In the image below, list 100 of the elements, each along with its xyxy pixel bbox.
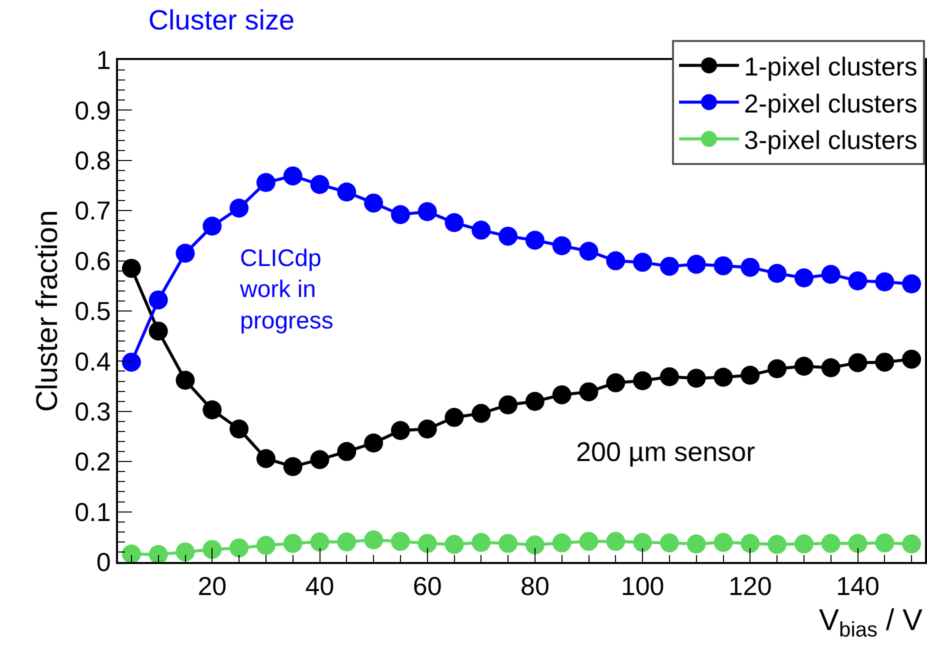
point <box>283 457 302 476</box>
point <box>606 251 626 270</box>
legend-label: 3-pixel clusters <box>744 125 918 156</box>
point <box>202 400 222 420</box>
point <box>310 450 330 470</box>
point <box>794 268 814 288</box>
point <box>337 442 356 462</box>
point <box>552 236 572 256</box>
point <box>444 213 464 232</box>
point <box>230 419 249 438</box>
x-tick-label: 120 <box>728 571 772 602</box>
y-tick-label: 0.6 <box>74 246 111 276</box>
point <box>122 258 141 278</box>
x-tick-label: 100 <box>620 571 664 602</box>
point <box>902 534 922 554</box>
point <box>579 242 598 261</box>
point <box>176 244 195 263</box>
point <box>902 274 922 294</box>
point <box>256 172 276 192</box>
annotation: CLICdp work in progress <box>239 245 334 334</box>
point <box>633 532 652 552</box>
point <box>686 368 706 388</box>
y-tick-label: 0.9 <box>74 95 111 126</box>
y-tick-label: 0.7 <box>74 196 111 226</box>
point <box>202 540 222 559</box>
point <box>525 392 544 411</box>
point <box>686 254 706 274</box>
point <box>498 226 518 246</box>
x-tick-label: 60 <box>412 571 442 602</box>
x-tick-label: 80 <box>520 571 550 602</box>
point <box>472 404 491 423</box>
point <box>552 533 572 552</box>
point <box>364 194 384 213</box>
point <box>390 205 410 224</box>
x-axis-title: V$_{bias}$ / V <box>819 604 923 642</box>
point <box>740 366 760 385</box>
point <box>148 290 168 310</box>
point <box>148 544 168 564</box>
point <box>714 256 733 276</box>
point <box>472 220 491 240</box>
point <box>202 216 222 236</box>
point <box>821 534 840 553</box>
point <box>310 175 330 194</box>
point <box>390 420 410 440</box>
point <box>686 534 706 554</box>
point <box>148 322 168 341</box>
point <box>714 532 733 552</box>
chart-title: Cluster size <box>148 4 295 36</box>
point <box>848 353 868 372</box>
point <box>660 533 679 552</box>
point <box>660 256 679 276</box>
point <box>525 535 544 554</box>
point <box>256 536 276 555</box>
point <box>310 532 330 552</box>
point <box>606 373 626 392</box>
point <box>525 230 544 250</box>
point <box>660 367 679 386</box>
point <box>875 272 894 292</box>
point <box>768 264 787 283</box>
legend-label: 1-pixel clusters <box>744 51 918 82</box>
point <box>283 534 302 553</box>
x-tick-label: 40 <box>305 571 334 602</box>
y-tick-label: 0.4 <box>74 346 111 376</box>
point <box>794 534 814 554</box>
x-tick-label: 140 <box>836 571 880 602</box>
y-tick-label: 0.8 <box>74 146 111 176</box>
point <box>498 395 518 414</box>
annotation: 200 µm sensor <box>576 437 756 467</box>
point <box>176 542 195 562</box>
y-tick-label: 0 <box>96 547 111 578</box>
point <box>768 359 787 378</box>
point <box>444 534 464 554</box>
point <box>418 419 437 438</box>
y-tick-label: 0.5 <box>74 296 111 326</box>
point <box>579 382 598 402</box>
point <box>552 385 572 404</box>
point <box>714 368 733 387</box>
point <box>821 358 840 378</box>
point <box>498 534 518 553</box>
y-tick-label: 0.3 <box>74 396 111 426</box>
point <box>740 258 760 277</box>
point <box>122 544 141 564</box>
point <box>579 532 598 551</box>
point <box>768 534 787 554</box>
point <box>606 532 626 551</box>
point <box>390 532 410 551</box>
point <box>364 434 384 453</box>
point <box>875 533 894 552</box>
point <box>740 534 760 553</box>
y-axis-title: Cluster fraction <box>31 210 64 412</box>
point <box>875 352 894 372</box>
point <box>902 350 922 369</box>
point <box>444 408 464 427</box>
point <box>230 198 249 218</box>
legend-label: 2-pixel clusters <box>744 88 918 118</box>
point <box>337 182 356 202</box>
y-tick-label: 0.1 <box>74 496 111 527</box>
point <box>418 534 437 553</box>
point <box>230 538 249 558</box>
point <box>256 449 276 468</box>
